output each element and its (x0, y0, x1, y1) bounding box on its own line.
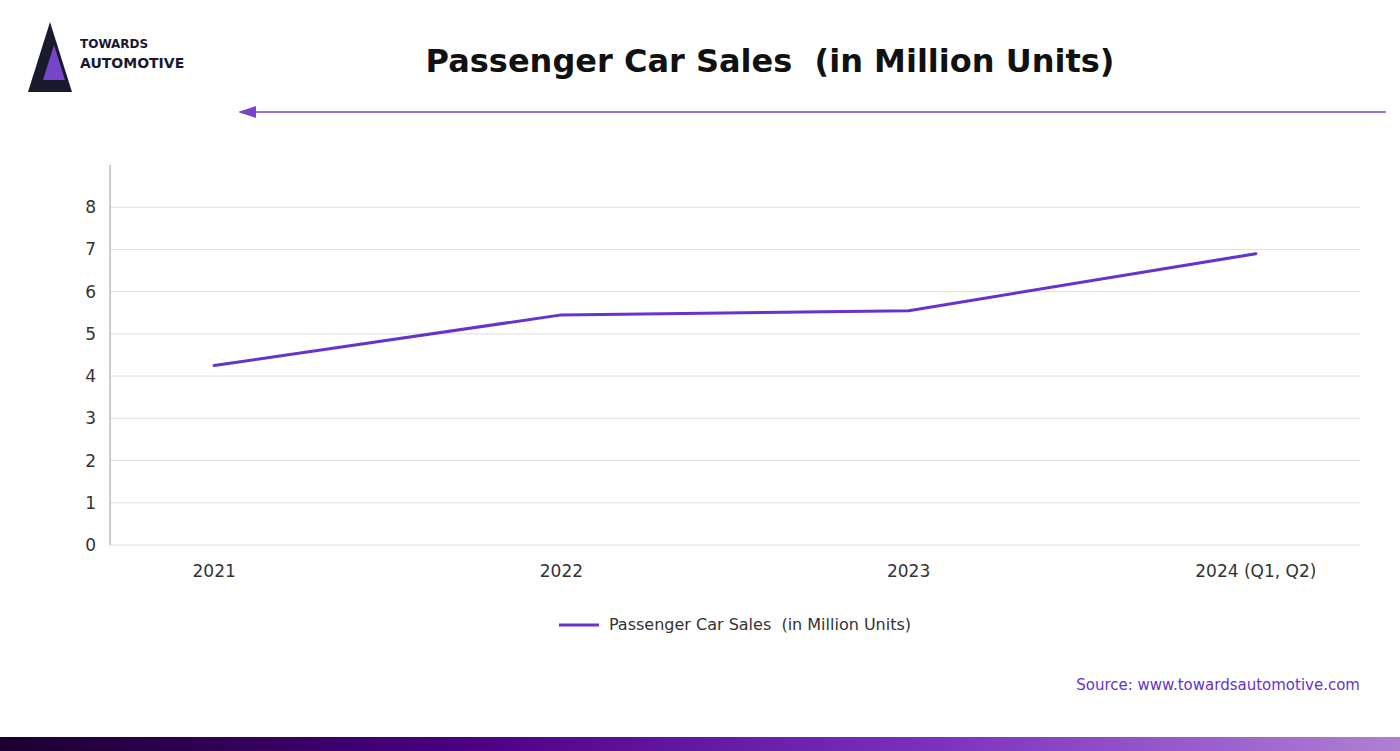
plot-data (214, 254, 1256, 366)
grid-line (110, 460, 1360, 461)
grid-line (110, 376, 1360, 377)
grid-line (110, 291, 1360, 292)
grid-line (110, 545, 1360, 546)
legend-label: Passenger Car Sales (in Million Units) (609, 615, 911, 634)
grid-line (110, 333, 1360, 334)
grid-line (110, 249, 1360, 250)
x-tick-label: 2023 (887, 561, 930, 581)
legend: Passenger Car Sales (in Million Units) (559, 615, 911, 634)
grid-line (110, 502, 1360, 503)
x-tick-label: 2022 (540, 561, 583, 581)
y-tick-label: 7 (85, 239, 96, 259)
logo-icon (28, 22, 72, 92)
y-tick-label: 3 (85, 408, 96, 428)
chart-svg: TOWARDS AUTOMOTIVE Passenger Car Sales (in… (0, 0, 1400, 751)
title-arrow-line (245, 111, 1386, 113)
x-tick-label: 2024 (Q1, Q2) (1195, 561, 1316, 581)
y-axis-line (110, 165, 111, 545)
y-tick-label: 4 (85, 366, 96, 386)
y-tick-label: 0 (85, 535, 96, 555)
y-tick-label: 6 (85, 282, 96, 302)
y-tick-label: 8 (85, 197, 96, 217)
x-tick-label: 2021 (193, 561, 236, 581)
y-tick-label: 1 (85, 493, 96, 513)
title-arrow-head (238, 106, 256, 118)
chart-container: TOWARDS AUTOMOTIVE Passenger Car Sales (in… (0, 0, 1400, 751)
y-tick-label: 5 (85, 324, 96, 344)
grid-line (110, 207, 1360, 208)
legend-swatch (559, 624, 599, 627)
grid-line (110, 418, 1360, 419)
logo: TOWARDS AUTOMOTIVE (28, 22, 184, 92)
y-tick-label: 2 (85, 451, 96, 471)
footer-bar (0, 737, 1400, 751)
logo-text: TOWARDS (80, 37, 148, 51)
logo-text: AUTOMOTIVE (80, 55, 184, 71)
title: Passenger Car Sales (in Million Units) (426, 42, 1115, 80)
source-text: Source: www.towardsautomotive.com (1076, 676, 1360, 694)
grid (110, 207, 1360, 545)
line (214, 254, 1256, 366)
logo-icon-accent (43, 45, 65, 80)
